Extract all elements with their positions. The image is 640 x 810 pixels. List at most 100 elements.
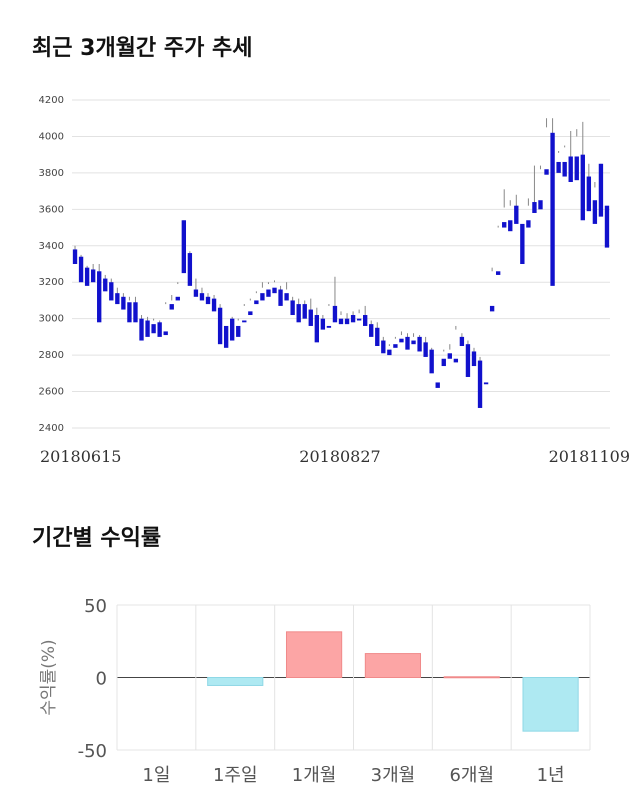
candle-body	[483, 382, 489, 385]
candle-body	[586, 176, 592, 212]
candle-body	[78, 256, 84, 283]
y-tick-label: 2600	[39, 387, 64, 398]
x-category-label: 1일	[142, 765, 170, 786]
candle-body	[441, 358, 446, 367]
candle-body	[199, 293, 205, 301]
candle-body	[217, 307, 223, 345]
candle-body	[139, 318, 144, 341]
candle-body	[115, 293, 120, 305]
candle-body	[332, 305, 338, 323]
x-label-start: 20180615	[40, 447, 121, 466]
candle-body	[260, 293, 265, 301]
y-tick-label: 3400	[39, 241, 64, 252]
return-bar-chart: -50 0 50 1일 1주일 1개월 3개월 6개월 1년 수익률(%)	[39, 596, 591, 786]
y-tick-label: 3000	[39, 314, 64, 325]
x-category-label: 1주일	[213, 765, 258, 786]
candle-body	[187, 253, 193, 286]
candle-body	[568, 156, 573, 182]
candle-body	[90, 269, 96, 283]
candle-body	[248, 311, 253, 316]
candle-body	[97, 271, 102, 323]
price-trend-title: 최근 3개월간 주가 추세	[32, 36, 253, 61]
return-bar	[207, 677, 264, 686]
candle-body	[550, 132, 555, 286]
candle-body	[604, 205, 610, 248]
candle-body	[169, 304, 174, 310]
candle-body	[127, 302, 132, 323]
candle-body	[453, 358, 459, 363]
candle-body	[387, 349, 392, 356]
candlestick-chart: 2400 2600 2800 3000 3200 3400 3600 3800 4000 4200…	[39, 95, 630, 466]
x-category-label: 1개월	[292, 765, 337, 786]
candle-body	[326, 325, 332, 328]
candle-body	[459, 336, 465, 346]
candle-body	[502, 222, 507, 228]
return-bar	[285, 631, 343, 678]
candle-body	[435, 382, 440, 388]
candle-body	[574, 156, 579, 181]
y-tick-label: 0	[96, 669, 107, 690]
candle-body	[72, 249, 78, 264]
candle-body	[205, 296, 211, 305]
candle-body	[133, 302, 138, 323]
y-tick-label: 4000	[39, 131, 64, 142]
candle-body	[526, 220, 531, 228]
candle-body	[338, 318, 344, 325]
candle-body	[423, 342, 428, 357]
candle-body	[272, 287, 277, 294]
candle-body	[211, 298, 217, 312]
candle-body	[103, 278, 108, 292]
y-tick-label: 3800	[39, 168, 64, 179]
candle-body	[320, 318, 326, 330]
candle-body	[417, 336, 422, 352]
y-tick-label: 2400	[39, 423, 64, 434]
candle-body	[399, 338, 404, 343]
candle-body	[121, 296, 126, 310]
x-category-label: 1년	[537, 765, 565, 786]
candle-body	[532, 202, 537, 213]
candle-body	[308, 309, 313, 326]
y-axis-label: 수익률(%)	[39, 639, 59, 715]
candle-body	[109, 282, 114, 301]
return-bar	[522, 677, 579, 732]
period-returns-title: 기간별 수익률	[32, 526, 162, 551]
candle-body	[84, 267, 90, 286]
candle-body	[508, 220, 513, 232]
y-tick-label: -50	[78, 741, 107, 762]
x-category-label: 6개월	[449, 765, 494, 786]
candle-body	[429, 349, 434, 374]
x-label-end: 20181109	[549, 447, 630, 466]
candle-body	[592, 200, 598, 224]
candle-body	[447, 353, 452, 359]
candle-body	[230, 318, 235, 341]
candle-body	[296, 304, 301, 323]
return-bar	[364, 653, 422, 678]
candle-body	[405, 336, 410, 350]
y-tick-label: 3200	[39, 277, 64, 288]
candle-body	[580, 154, 585, 221]
candle-body	[471, 351, 477, 367]
candle-body	[538, 200, 543, 210]
candle-body	[350, 315, 356, 323]
candle-body	[284, 293, 289, 301]
candle-body	[242, 320, 247, 323]
candle-body	[411, 340, 416, 345]
x-category-label: 3개월	[371, 765, 416, 786]
candle-body	[598, 163, 604, 217]
y-tick-label: 3600	[39, 204, 64, 215]
candle-body	[544, 169, 549, 175]
candle-body	[556, 161, 561, 173]
candle-body	[381, 340, 386, 354]
y-tick-label: 4200	[39, 95, 64, 106]
candle-body	[157, 322, 162, 337]
candle-body	[369, 324, 374, 337]
candle-body	[193, 289, 199, 297]
candle-body	[266, 289, 271, 297]
candle-body	[477, 360, 483, 408]
candle-body	[278, 289, 283, 306]
candle-body	[514, 205, 519, 224]
candle-body	[344, 318, 350, 325]
candle-body	[495, 271, 501, 275]
candle-body	[145, 320, 150, 337]
y-tick-label: 2800	[39, 350, 64, 361]
